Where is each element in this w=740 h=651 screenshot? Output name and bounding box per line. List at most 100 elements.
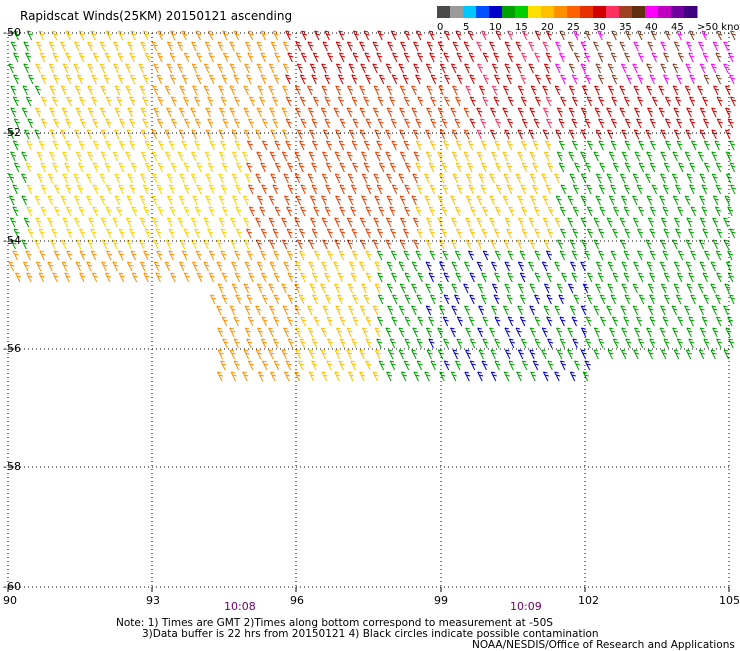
wind-barb: [517, 195, 524, 206]
wind-barb: [334, 349, 341, 360]
wind-barb: [491, 305, 498, 316]
wind-barb: [493, 294, 500, 305]
wind-barb: [519, 272, 526, 283]
wind-barb: [143, 206, 150, 217]
wind-barb: [321, 217, 328, 228]
wind-barb: [611, 96, 618, 107]
wind-barb: [688, 228, 695, 239]
wind-barb: [257, 195, 264, 206]
wind-barb: [129, 184, 136, 195]
wind-barb: [346, 41, 353, 52]
wind-barb: [28, 74, 35, 85]
wind-barb: [385, 239, 392, 250]
colorbar-swatch: [593, 6, 607, 18]
wind-barb: [246, 338, 253, 349]
wind-barb: [75, 261, 82, 272]
wind-barb: [450, 63, 458, 74]
wind-barb: [233, 30, 240, 41]
wind-barb: [637, 272, 645, 283]
wind-barb: [555, 41, 562, 52]
wind-barb: [411, 305, 418, 316]
wind-barb: [273, 360, 280, 371]
wind-barb: [177, 217, 184, 228]
wind-barb: [157, 206, 164, 217]
wind-barb: [542, 371, 550, 382]
wind-barb: [469, 294, 476, 305]
wind-barb: [359, 261, 366, 272]
wind-barb: [322, 305, 329, 316]
wind-barb: [464, 305, 471, 316]
wind-barb: [131, 206, 138, 217]
wind-barb: [673, 283, 680, 294]
wind-barb: [386, 371, 393, 382]
wind-barb: [482, 96, 489, 107]
lat-lon-grid: [7, 32, 730, 592]
wind-barb: [35, 261, 42, 272]
wind-barb: [441, 118, 448, 129]
wind-barb: [25, 96, 32, 107]
wind-barb: [672, 195, 679, 206]
wind-barb: [634, 327, 641, 338]
wind-barb: [411, 283, 418, 294]
time-label-2: 10:09: [510, 600, 542, 613]
wind-barb: [494, 272, 501, 283]
wind-barb: [220, 360, 227, 371]
wind-barb: [728, 338, 735, 349]
wind-barb: [464, 63, 471, 74]
wind-barb: [554, 217, 561, 228]
note-line-1: Note: 1) Times are GMT 2)Times along bot…: [116, 617, 553, 629]
wind-barb: [310, 217, 317, 228]
wind-barb: [12, 96, 19, 107]
wind-barb: [645, 173, 652, 184]
wind-barb: [506, 294, 513, 305]
wind-barb: [542, 41, 549, 52]
wind-barb: [558, 294, 565, 305]
wind-barb: [273, 272, 280, 283]
wind-barb: [595, 173, 603, 184]
wind-barb: [698, 239, 705, 250]
wind-barb: [295, 327, 302, 338]
wind-barb: [217, 63, 224, 74]
wind-barb: [235, 228, 242, 239]
wind-barb: [676, 118, 683, 129]
wind-barb: [624, 162, 631, 173]
wind-barb: [559, 338, 566, 349]
wind-barb: [34, 195, 41, 206]
wind-barb: [151, 195, 158, 206]
wind-barb: [247, 52, 254, 63]
wind-barb: [559, 52, 566, 63]
wind-barb: [299, 338, 306, 349]
wind-barb: [177, 63, 184, 74]
lon-label-93: 93: [146, 594, 160, 607]
wind-barb: [21, 195, 28, 206]
wind-barb: [444, 74, 451, 85]
wind-barb: [234, 140, 241, 151]
wind-barb: [78, 30, 85, 41]
wind-barb: [38, 30, 45, 41]
wind-barb: [281, 349, 288, 360]
wind-barb: [677, 52, 684, 63]
wind-barb: [689, 118, 696, 129]
lat-label-56: -56: [3, 342, 21, 355]
colorbar-swatch: [463, 6, 477, 18]
wind-barb: [710, 283, 717, 294]
wind-barb: [286, 250, 293, 261]
wind-barb: [53, 250, 60, 261]
wind-barb: [386, 173, 393, 184]
wind-barb: [282, 85, 289, 96]
wind-barb: [25, 162, 32, 173]
wind-barb: [12, 140, 19, 151]
wind-barb: [359, 217, 366, 228]
wind-barb: [210, 294, 217, 305]
wind-barb: [684, 195, 691, 206]
wind-barb: [66, 228, 73, 239]
colorbar-swatch: [502, 6, 516, 18]
wind-barb: [221, 162, 228, 173]
wind-barb: [218, 151, 225, 162]
wind-barb: [425, 305, 432, 316]
wind-barb: [334, 217, 341, 228]
wind-barb: [454, 118, 461, 129]
wind-barb: [595, 129, 602, 140]
wind-barb: [703, 338, 710, 349]
wind-barb: [428, 316, 435, 327]
